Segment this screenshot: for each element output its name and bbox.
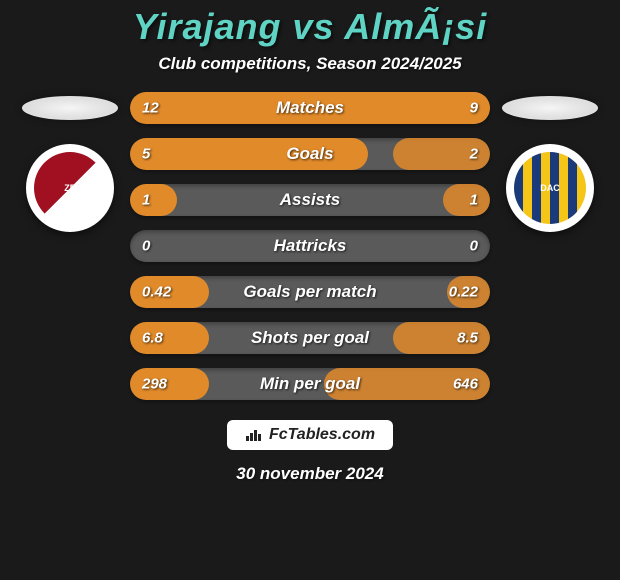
- stat-value-right: 8.5: [457, 330, 478, 347]
- stats-bars: 12 9 Matches 5 2 Goals 1 1 Assists 0 0 Hattricks 0.4…: [130, 92, 490, 400]
- stat-bar-left: [130, 184, 177, 216]
- stat-row: 298 646 Min per goal: [130, 368, 490, 400]
- stat-bar-right: [443, 184, 490, 216]
- stat-value-right: 1: [470, 192, 478, 209]
- stat-label: Min per goal: [260, 374, 360, 394]
- stat-value-right: 0.22: [449, 284, 478, 301]
- page-subtitle: Club competitions, Season 2024/2025: [158, 54, 461, 74]
- left-team-col: ZP: [10, 92, 130, 232]
- right-team-ellipse: [502, 96, 598, 120]
- stat-row: 0.42 0.22 Goals per match: [130, 276, 490, 308]
- stat-row: 1 1 Assists: [130, 184, 490, 216]
- stat-value-right: 9: [470, 100, 478, 117]
- footer-brand-tag: FcTables.com: [227, 420, 393, 450]
- stat-value-left: 0: [142, 238, 150, 255]
- stat-row: 12 9 Matches: [130, 92, 490, 124]
- left-team-ellipse: [22, 96, 118, 120]
- stat-label: Hattricks: [274, 236, 347, 256]
- stat-row: 5 2 Goals: [130, 138, 490, 170]
- stat-value-left: 12: [142, 100, 159, 117]
- stat-row: 0 0 Hattricks: [130, 230, 490, 262]
- left-team-logo-inner: ZP: [34, 152, 106, 224]
- page-title: Yirajang vs AlmÃ¡si: [133, 6, 487, 48]
- footer-brand-text: FcTables.com: [269, 426, 375, 444]
- stat-label: Assists: [280, 190, 340, 210]
- stat-label: Matches: [276, 98, 344, 118]
- stat-row: 6.8 8.5 Shots per goal: [130, 322, 490, 354]
- infographic-container: Yirajang vs AlmÃ¡si Club competitions, S…: [0, 0, 620, 580]
- right-team-col: DAC: [490, 92, 610, 232]
- stat-label: Shots per goal: [251, 328, 369, 348]
- stat-value-left: 6.8: [142, 330, 163, 347]
- chart-icon: [245, 428, 263, 442]
- right-team-logo: DAC: [506, 144, 594, 232]
- stat-label: Goals: [286, 144, 333, 164]
- stat-label: Goals per match: [243, 282, 376, 302]
- stat-value-left: 0.42: [142, 284, 171, 301]
- left-team-logo: ZP: [26, 144, 114, 232]
- right-team-logo-inner: DAC: [514, 152, 586, 224]
- stat-value-left: 1: [142, 192, 150, 209]
- footer-date: 30 november 2024: [236, 464, 383, 484]
- main-row: ZP 12 9 Matches 5 2 Goals 1 1 Assists 0 0 Hattricks…: [0, 92, 620, 400]
- stat-value-right: 2: [470, 146, 478, 163]
- stat-value-left: 5: [142, 146, 150, 163]
- stat-value-right: 0: [470, 238, 478, 255]
- stat-value-right: 646: [453, 376, 478, 393]
- stat-value-left: 298: [142, 376, 167, 393]
